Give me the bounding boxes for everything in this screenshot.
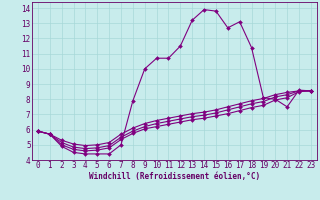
X-axis label: Windchill (Refroidissement éolien,°C): Windchill (Refroidissement éolien,°C) <box>89 172 260 181</box>
